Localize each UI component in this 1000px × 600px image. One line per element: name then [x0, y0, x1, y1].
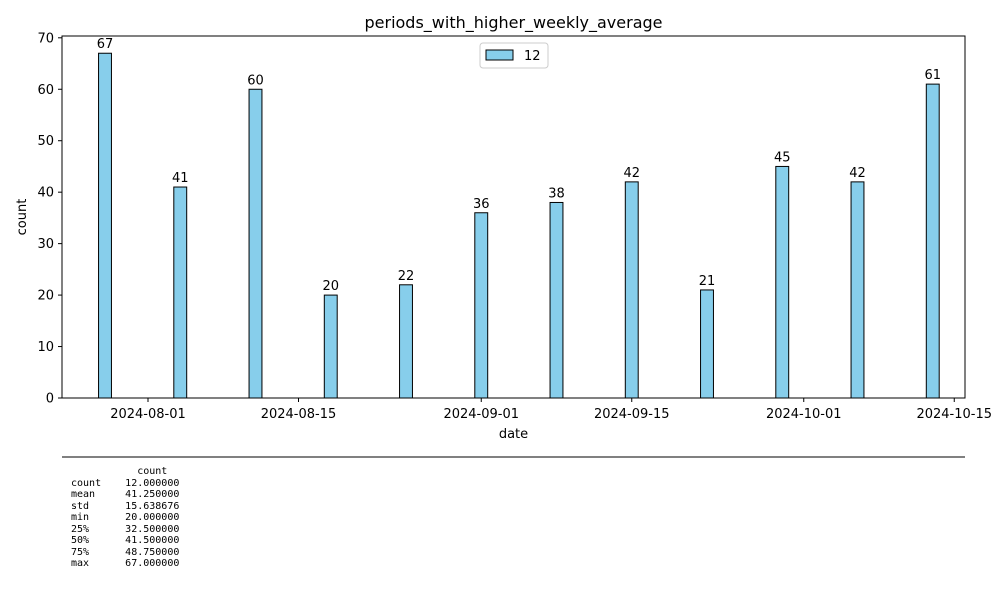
- bar-value-label: 42: [623, 166, 640, 181]
- y-axis: 0 10 20 30 40 50 60 70: [37, 31, 62, 407]
- x-tick-label: 2024-08-01: [110, 407, 186, 422]
- bar: [98, 52, 112, 399]
- y-tick-label: 40: [37, 186, 54, 201]
- bar: [399, 284, 413, 399]
- legend-box: [479, 42, 549, 69]
- bar-value-label: 38: [548, 186, 565, 201]
- data-labels-layer: 67 41 60 20 22 36 38 42 21 45 42 61: [97, 37, 941, 294]
- y-tick-label: 0: [46, 392, 54, 407]
- bar: [474, 212, 489, 399]
- x-tick-label: 2024-10-15: [916, 407, 992, 422]
- bars-layer: [98, 52, 940, 399]
- y-tick-label: 50: [37, 134, 54, 149]
- y-tick-label: 10: [37, 340, 54, 355]
- bar-value-label: 60: [247, 73, 264, 88]
- plot-frame: [61, 35, 966, 399]
- bar: [323, 294, 338, 399]
- bar-value-label: 41: [172, 171, 189, 186]
- legend-swatch: [485, 49, 514, 61]
- bar-value-label: 21: [699, 274, 716, 289]
- legend: 12: [479, 42, 549, 69]
- bar: [248, 88, 263, 399]
- y-tick-label: 60: [37, 83, 54, 98]
- bar-value-label: 20: [322, 279, 339, 294]
- y-axis-label: count: [15, 199, 30, 236]
- bar-value-label: 45: [774, 150, 791, 165]
- bar: [925, 83, 940, 399]
- bar-value-label: 67: [97, 37, 114, 52]
- bar: [624, 181, 639, 399]
- x-axis: 2024-08-01 2024-08-15 2024-09-01 2024-09-15…: [110, 398, 992, 422]
- y-tick-label: 70: [37, 31, 54, 46]
- bar: [775, 165, 790, 399]
- x-tick-label: 2024-08-15: [261, 407, 337, 422]
- bar-value-label: 42: [849, 166, 866, 181]
- bar-value-label: 61: [924, 68, 941, 83]
- legend-label: 12: [524, 49, 541, 64]
- x-tick-label: 2024-09-15: [594, 407, 670, 422]
- x-tick-label: 2024-09-01: [443, 407, 519, 422]
- y-tick-label: 20: [37, 289, 54, 304]
- bar: [700, 289, 714, 399]
- bar: [850, 181, 865, 399]
- y-tick-label: 30: [37, 237, 54, 252]
- bar: [549, 201, 564, 399]
- bar-value-label: 36: [473, 197, 490, 212]
- bar-value-label: 22: [398, 269, 415, 284]
- stats-table: count count 12.000000 mean 41.250000 std…: [71, 466, 180, 569]
- chart-title: periods_with_higher_weekly_average: [364, 13, 662, 33]
- bar: [173, 186, 188, 399]
- x-axis-label: date: [499, 427, 528, 442]
- x-tick-label: 2024-10-01: [766, 407, 842, 422]
